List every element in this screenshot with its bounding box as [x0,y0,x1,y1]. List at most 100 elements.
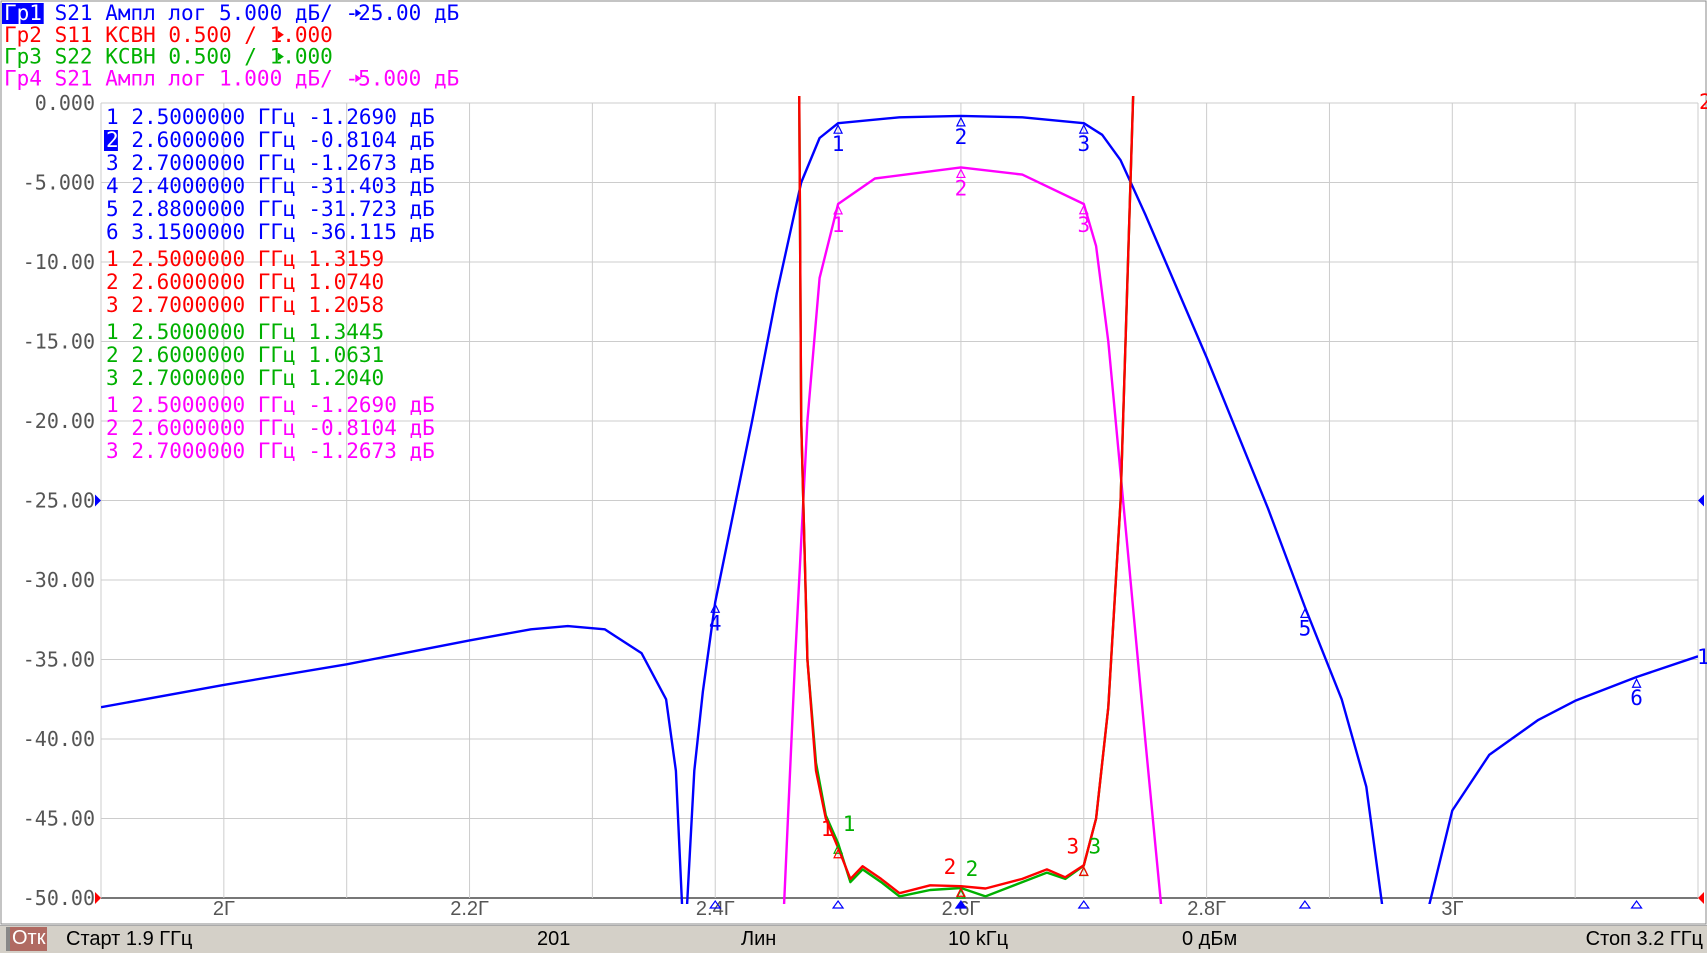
marker-position-icon[interactable] [831,899,845,909]
sweep-type[interactable]: Лин [741,928,777,950]
marker-label: 3 [1066,834,1079,858]
marker-table-row[interactable]: 5 2.8800000 ГГц -31.723 дБ [106,197,435,221]
marker-position-icon[interactable] [1630,899,1643,909]
marker-table-row[interactable]: 3 2.7000000 ГГц 1.2040 [106,366,384,390]
ref-level-arrow-icon[interactable] [1698,892,1704,904]
marker-triangle-icon[interactable] [1078,204,1089,215]
marker-number: 3 [106,366,119,390]
marker-number: 4 [106,174,119,198]
marker-number: 3 [106,293,119,317]
source-power[interactable]: 0 дБм [1182,928,1238,950]
marker-frequency: 2.5000000 ГГц [131,105,295,129]
marker-table-row[interactable]: 3 2.7000000 ГГц -1.2673 дБ [106,439,435,463]
trace-header[interactable]: Гр1 S21 Ампл лог 5.000 дБ/ -25.00 дБГр2 … [2,1,459,90]
marker-triangle-icon[interactable] [955,116,966,127]
marker-number: 1 [106,393,119,417]
marker-label: 2 [966,857,979,881]
marker-triangle-icon[interactable] [955,888,966,899]
y-tick-label: -35.00 [23,648,95,672]
if-bandwidth[interactable]: 10 kГц [948,928,1009,950]
marker-label: 2 [955,125,968,149]
trace-markers: 1 2 3 4 5 6 1 2 3 1 2 3 1 2 3 2 1 [709,90,1707,909]
marker-number: 6 [106,220,119,244]
trace-format: Ампл лог [105,1,206,25]
trace-end-label: 1 [1697,645,1707,669]
marker-label: 3 [1077,213,1090,237]
marker-value: -36.115 дБ [308,220,434,244]
ref-level-arrow-icon[interactable] [1698,494,1704,507]
ref-arrow-icon [277,30,284,39]
marker-triangle-icon[interactable] [833,204,844,215]
marker-table-row[interactable]: 2 2.6000000 ГГц -0.8104 дБ [106,128,435,152]
marker-table-row[interactable]: 1 2.5000000 ГГц 1.3445 [106,320,384,344]
marker-triangle-icon[interactable] [1631,677,1642,688]
marker-number: 5 [106,197,119,221]
trace-header-line-3[interactable]: Гр3 S22 КСВН 0.500 / 1.000 [4,45,333,69]
ref-level-arrow-icon[interactable] [95,494,101,507]
trace-header-line-1[interactable]: Гр1 S21 Ампл лог 5.000 дБ/ -25.00 дБ [4,1,459,25]
marker-position-icon[interactable] [709,899,722,909]
active-trace-highlight [2,3,44,24]
ref-arrow-icon [277,52,284,61]
trace-plot[interactable]: 0.000 -5.000 -10.00 -15.00 -20.00 -25.00 -30.0… [0,0,1707,925]
ref-level-arrow-icon[interactable] [95,892,101,904]
trace-id: Гр3 [4,45,42,69]
x-tick-label: 3Г [1441,898,1463,920]
marker-table-row[interactable]: 6 3.1500000 ГГц -36.115 дБ [106,220,435,244]
marker-value: 1.2040 [308,366,384,390]
marker-table-row[interactable]: 2 2.6000000 ГГц -0.8104 дБ [106,416,435,440]
marker-table-row[interactable]: 3 2.7000000 ГГц 1.2058 [106,293,384,317]
sweep-points[interactable]: 201 [537,928,571,950]
y-tick-label: -25.00 [23,489,95,513]
marker-triangle-icon[interactable] [1078,865,1089,876]
ref-arrow-icon [355,74,362,83]
marker-table-row[interactable]: 1 2.5000000 ГГц -1.2690 дБ [106,105,435,129]
trace-line [798,96,1135,895]
marker-triangle-icon[interactable] [955,886,966,897]
marker-triangle-icon[interactable] [1299,608,1310,618]
marker-number: 2 [106,270,119,294]
marker-number: 2 [106,416,119,440]
marker-table-row[interactable]: 2 2.6000000 ГГц 1.0631 [106,343,384,367]
marker-frequency: 2.6000000 ГГц [131,270,295,294]
trace-header-line-4[interactable]: Гр4 S21 Ампл лог 1.000 дБ/ -5.000 дБ [4,66,459,90]
marker-position-icon[interactable] [1077,899,1090,909]
marker-table-row[interactable]: 2 2.6000000 ГГц 1.0740 [106,270,384,294]
start-frequency[interactable]: Старт 1.9 ГГц [66,928,193,950]
marker-triangle-icon[interactable] [955,168,966,179]
trace-ref: -5.000 дБ [345,66,459,90]
marker-triangle-icon[interactable] [833,848,844,859]
trace-ref: -25.00 дБ [345,1,459,25]
trace-param: S21 [55,66,93,90]
trace-header-line-2[interactable]: Гр2 S11 КСВН 0.500 / 1.000 [4,23,333,47]
trace-end-label: 2 [1699,90,1707,114]
marker-value: -1.2690 дБ [308,393,434,417]
stop-frequency[interactable]: Стоп 3.2 ГГц [1585,928,1703,950]
traces [101,96,1698,904]
trace-line [782,166,1163,904]
marker-number: 1 [106,247,119,271]
marker-value: 1.0631 [308,343,384,367]
y-tick-label: -10.00 [23,250,95,274]
marker-table-row[interactable]: 1 2.5000000 ГГц -1.2690 дБ [106,393,435,417]
marker-number: 2 [106,128,119,152]
channel-state[interactable]: Отк [6,927,48,951]
marker-table-row[interactable]: 3 2.7000000 ГГц -1.2673 дБ [106,151,435,175]
marker-triangle-icon[interactable] [833,123,844,134]
marker-value: 1.3159 [308,247,384,271]
marker-value: -31.403 дБ [308,174,434,198]
marker-frequency: 2.7000000 ГГц [131,439,295,463]
marker-position-icon[interactable] [954,899,968,909]
marker-table-row[interactable]: 4 2.4000000 ГГц -31.403 дБ [106,174,435,198]
marker-label: 1 [821,817,834,841]
marker-table-row[interactable]: 1 2.5000000 ГГц 1.3159 [106,247,384,271]
marker-frequency: 2.5000000 ГГц [131,393,295,417]
marker-triangle-icon[interactable] [710,602,721,613]
marker-triangle-icon[interactable] [1078,123,1089,134]
marker-position-icon[interactable] [1298,899,1312,909]
marker-label: 4 [709,611,722,635]
y-tick-label: -20.00 [23,409,95,433]
y-tick-label: 0.000 [35,91,95,115]
trace-param: S11 [55,23,93,47]
marker-triangle-icon[interactable] [833,843,844,854]
